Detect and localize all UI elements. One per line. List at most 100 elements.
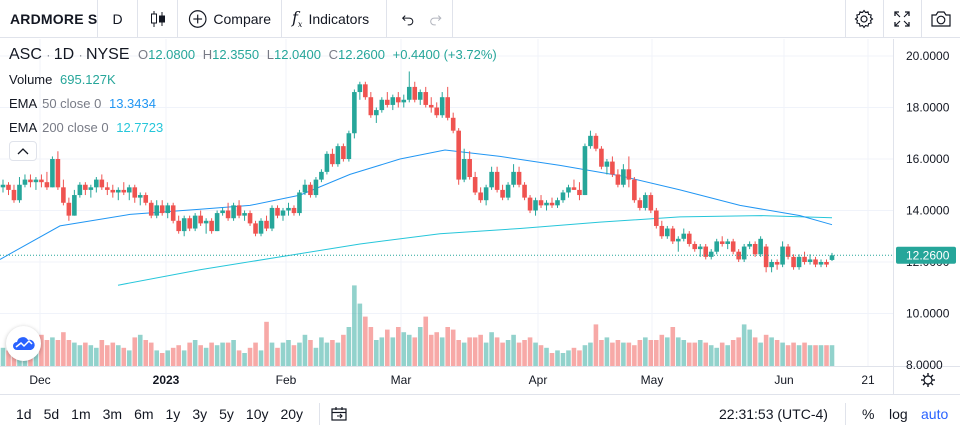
- candle-body: [637, 200, 643, 208]
- range-10y[interactable]: 10y: [245, 406, 269, 422]
- volume-bar: [6, 350, 11, 366]
- candles-icon: [150, 10, 165, 27]
- candle-body: [286, 207, 291, 211]
- undo-icon[interactable]: [401, 11, 415, 27]
- volume-bar: [137, 334, 143, 366]
- candle-body: [176, 220, 181, 232]
- range-5y[interactable]: 5y: [219, 406, 234, 422]
- candle-body: [725, 241, 730, 244]
- axis-settings-icon[interactable]: [923, 375, 933, 385]
- time-tick-label: Apr: [529, 373, 548, 387]
- indicators-button[interactable]: fx Indicators: [282, 0, 387, 38]
- candle-body: [610, 161, 615, 175]
- range-6m[interactable]: 6m: [134, 406, 154, 422]
- auto-scale-toggle[interactable]: auto: [921, 406, 949, 422]
- percent-scale-toggle[interactable]: %: [862, 406, 875, 422]
- tradingview-logo[interactable]: [6, 326, 41, 361]
- last-price-label: 12.2600: [906, 248, 950, 262]
- candle-body: [461, 159, 467, 180]
- candle-body: [44, 182, 50, 188]
- volume-bar: [412, 337, 418, 366]
- candle-body: [352, 92, 357, 134]
- legend-open: 12.0800: [148, 47, 196, 62]
- volume-bar: [77, 345, 83, 366]
- candle-body: [192, 215, 198, 229]
- legend-ema200-row[interactable]: EMA 200 close 0 12.7723: [9, 120, 163, 135]
- volume-bar: [802, 342, 807, 366]
- clock[interactable]: 22:31:53 (UTC-4): [719, 406, 828, 422]
- volume-bar: [395, 327, 401, 366]
- candle-body: [648, 195, 654, 211]
- candle-body: [527, 197, 533, 211]
- volume-bar: [472, 337, 478, 366]
- candle-body: [549, 202, 555, 206]
- candle-body: [269, 207, 275, 229]
- compare-button[interactable]: Compare: [178, 0, 282, 38]
- candle-body: [242, 213, 247, 216]
- price-chart[interactable]: 20.000018.000016.000014.000012.000010.00…: [0, 39, 960, 395]
- candle-body: [395, 97, 401, 103]
- volume-bar: [692, 342, 698, 366]
- volume-bar: [434, 332, 440, 366]
- volume-bar: [66, 340, 72, 366]
- candle-body: [330, 153, 335, 165]
- volume-bar: [780, 342, 785, 366]
- candle-body: [802, 256, 807, 262]
- candle-body: [209, 220, 214, 232]
- candle-body: [747, 243, 752, 247]
- candle-body: [236, 205, 242, 216]
- range-20y[interactable]: 20y: [280, 406, 304, 422]
- compare-label: Compare: [213, 10, 271, 27]
- candle-body: [390, 97, 396, 105]
- range-5d[interactable]: 5d: [43, 406, 60, 422]
- symbol-search[interactable]: ARDMORE S: [0, 0, 98, 38]
- volume-bar: [390, 337, 396, 366]
- range-3y[interactable]: 3y: [192, 406, 208, 422]
- volume-bar: [824, 345, 829, 366]
- axis-settings-icon-tooth: [930, 374, 934, 378]
- fullscreen-button[interactable]: [883, 0, 919, 38]
- candle-body: [159, 205, 165, 214]
- legend-ema50-params: 50 close 0: [42, 96, 102, 111]
- log-scale-toggle[interactable]: log: [889, 406, 908, 422]
- candle-body: [500, 189, 505, 198]
- date-range-group: 1d 5d 1m 3m 6m 1y 3y 5y 10y 20y: [0, 406, 309, 422]
- candle-body: [522, 184, 527, 198]
- candle-body: [555, 200, 560, 206]
- volume-bar: [675, 337, 681, 366]
- volume-bar: [725, 345, 730, 366]
- candle-body: [489, 171, 494, 188]
- legend-ema200-value: 12.7723: [116, 120, 164, 135]
- range-1m[interactable]: 1m: [71, 406, 91, 422]
- candle-body: [77, 184, 83, 196]
- volume-bar: [258, 350, 264, 366]
- candle-body: [214, 213, 220, 232]
- volume-bar: [549, 353, 555, 366]
- volume-bar: [494, 337, 500, 366]
- legend-collapse-button[interactable]: [9, 141, 37, 161]
- legend-volume-row[interactable]: Volume 695.127K: [9, 72, 116, 87]
- candle-body: [385, 99, 390, 105]
- chart-type-button[interactable]: [138, 0, 178, 38]
- volume-bar: [225, 342, 231, 366]
- candle-body: [115, 189, 121, 193]
- volume-bar: [456, 340, 461, 366]
- range-3m[interactable]: 3m: [102, 406, 123, 422]
- snapshot-button[interactable]: [921, 0, 960, 38]
- settings-button[interactable]: [845, 0, 881, 38]
- range-1d[interactable]: 1d: [16, 406, 32, 422]
- volume-bar: [577, 350, 582, 366]
- candle-body: [818, 262, 824, 265]
- volume-bar: [505, 340, 511, 366]
- go-to-date-icon[interactable]: [330, 405, 348, 423]
- legend-low: 12.0400: [273, 47, 321, 62]
- volume-bar: [758, 342, 763, 366]
- volume-bar: [187, 342, 192, 366]
- interval-selector[interactable]: D: [98, 0, 138, 38]
- legend-ema50-row[interactable]: EMA 50 close 0 13.3434: [9, 96, 156, 111]
- range-1y[interactable]: 1y: [165, 406, 181, 422]
- candle-body: [308, 184, 313, 196]
- time-tick-label: Mar: [391, 373, 412, 387]
- redo-icon[interactable]: [429, 11, 443, 27]
- gear-icon: [854, 9, 873, 29]
